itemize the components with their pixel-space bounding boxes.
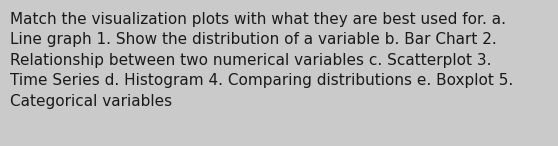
Text: Match the visualization plots with what they are best used for. a.
Line graph 1.: Match the visualization plots with what … bbox=[10, 12, 513, 109]
